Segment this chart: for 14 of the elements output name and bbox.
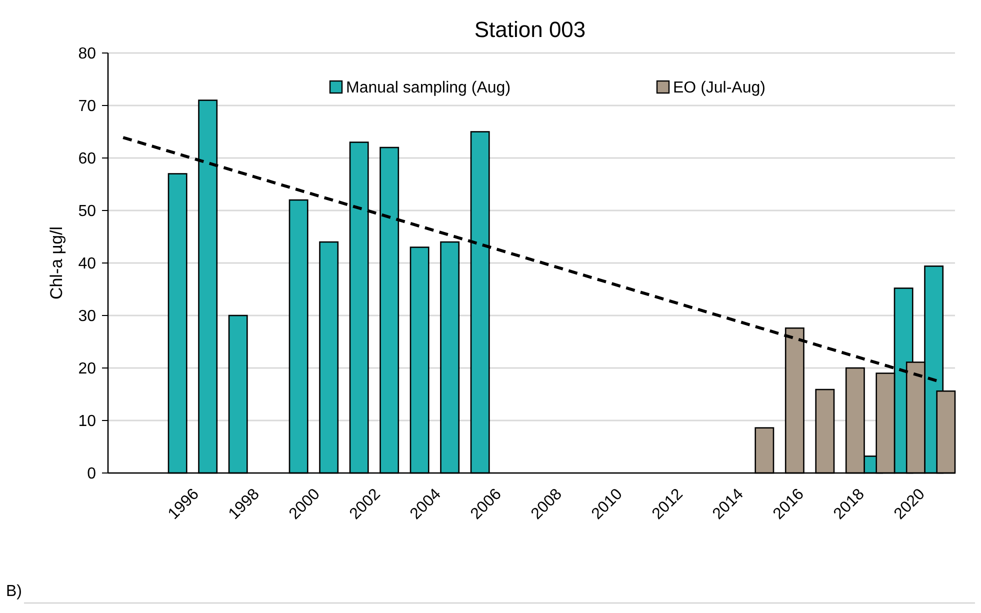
- legend-label: Manual sampling (Aug): [346, 80, 511, 97]
- y-tick-label: 0: [87, 466, 96, 483]
- y-tick-label: 60: [78, 150, 96, 168]
- legend-label: EO (Jul-Aug): [673, 80, 766, 97]
- y-tick-label: 80: [78, 46, 96, 63]
- y-tick-label: 70: [78, 98, 96, 116]
- y-tick-label: 30: [78, 308, 96, 326]
- text: B): [6, 583, 22, 600]
- chart-title: Station 003: [474, 17, 586, 42]
- y-tick-label: 50: [78, 203, 96, 220]
- y-tick-label: 20: [78, 360, 96, 378]
- y-tick-label: 10: [78, 413, 96, 430]
- y-axis-title: Chl-a µg/l: [47, 226, 66, 300]
- y-tick-label: 40: [78, 256, 96, 273]
